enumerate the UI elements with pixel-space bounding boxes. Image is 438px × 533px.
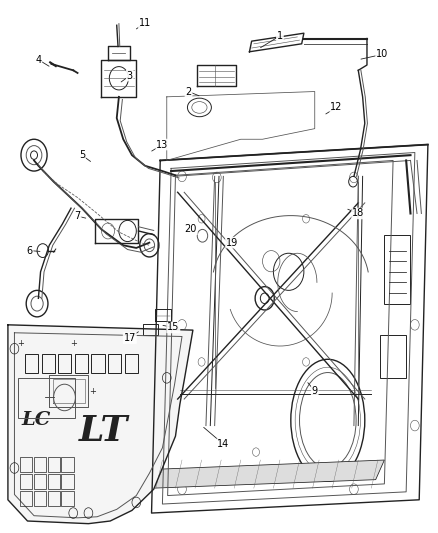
Bar: [61, 474, 74, 489]
Bar: [20, 457, 32, 472]
Text: 17: 17: [124, 333, 136, 343]
Text: LT: LT: [79, 414, 128, 448]
Bar: [42, 354, 55, 373]
Text: +: +: [18, 339, 25, 348]
Bar: [108, 354, 121, 373]
Bar: [18, 378, 74, 418]
Bar: [385, 235, 410, 304]
Polygon shape: [8, 325, 193, 523]
Text: 20: 20: [184, 224, 197, 235]
Text: 11: 11: [139, 18, 151, 28]
Text: 10: 10: [376, 50, 389, 59]
Bar: [20, 491, 32, 506]
Text: 6: 6: [27, 246, 33, 256]
Text: 1: 1: [277, 31, 283, 41]
Polygon shape: [154, 460, 385, 488]
Bar: [25, 354, 39, 373]
Bar: [92, 354, 105, 373]
Text: +: +: [89, 386, 96, 395]
Text: 3: 3: [127, 70, 133, 80]
Text: +: +: [70, 339, 77, 348]
Bar: [61, 491, 74, 506]
Text: 19: 19: [226, 238, 238, 248]
Bar: [47, 491, 60, 506]
Text: 18: 18: [352, 208, 364, 219]
Text: 7: 7: [74, 211, 81, 221]
Bar: [61, 457, 74, 472]
Bar: [34, 491, 46, 506]
Text: 13: 13: [156, 140, 169, 150]
Text: 5: 5: [79, 150, 85, 160]
Text: 9: 9: [312, 386, 318, 396]
Text: 12: 12: [330, 102, 343, 112]
Bar: [380, 335, 406, 378]
Text: LC: LC: [21, 411, 51, 429]
Text: 14: 14: [217, 439, 230, 449]
Bar: [34, 457, 46, 472]
Bar: [47, 474, 60, 489]
Bar: [47, 457, 60, 472]
Bar: [20, 474, 32, 489]
Bar: [58, 354, 71, 373]
Text: 15: 15: [167, 322, 180, 333]
Bar: [124, 354, 138, 373]
Bar: [34, 474, 46, 489]
Text: 4: 4: [35, 55, 42, 64]
Text: 2: 2: [185, 86, 192, 96]
Bar: [75, 354, 88, 373]
